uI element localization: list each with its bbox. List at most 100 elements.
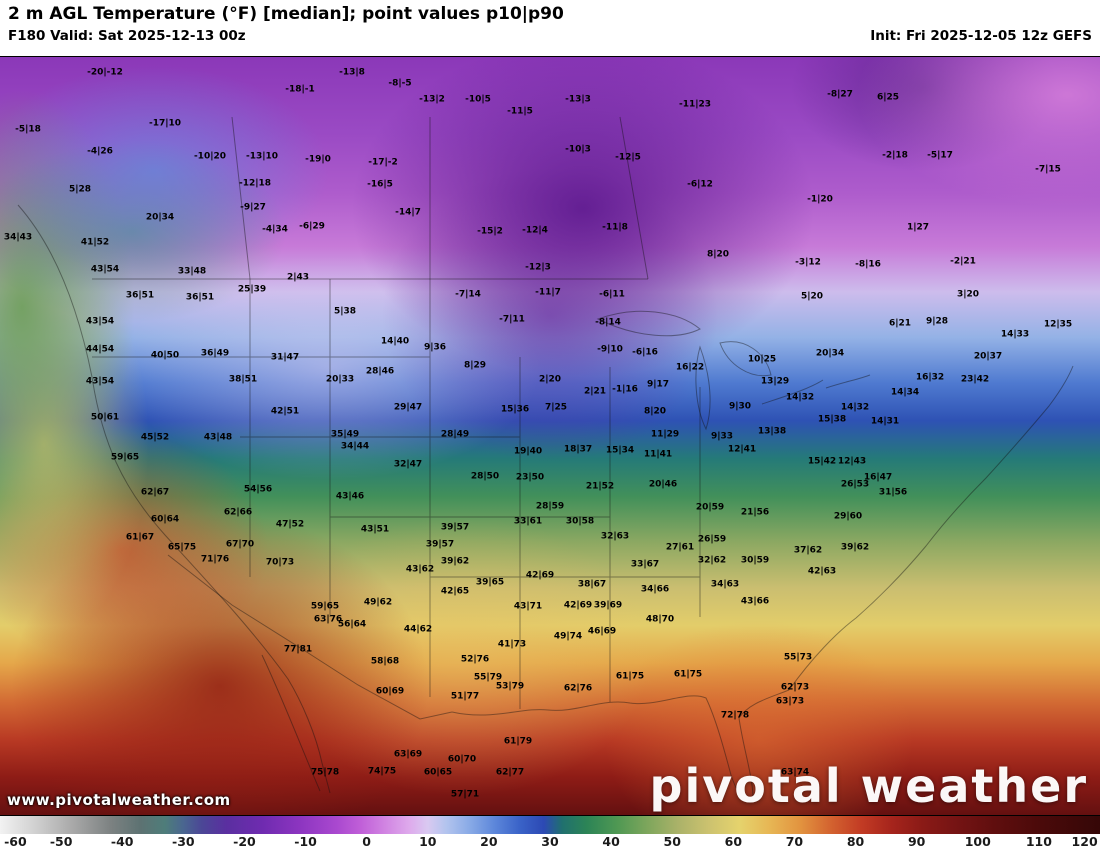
point-value-label: 2|21 (583, 386, 607, 397)
colorbar-tick-label: 60 (724, 834, 743, 849)
point-value-label: 16|22 (675, 362, 705, 373)
point-value-label: 13|38 (757, 426, 787, 437)
point-value-label: 50|61 (90, 412, 120, 423)
point-value-label: -16|5 (367, 179, 393, 190)
map-title: 2 m AGL Temperature (°F) [median]; point… (8, 4, 564, 24)
point-value-label: 25|39 (237, 284, 267, 295)
map-canvas: -20|-12 -18|-1 -13|8 -8|-5 -13|2 -10|5 -11|5 -1… (0, 57, 1100, 815)
point-value-label: 30|59 (740, 555, 770, 566)
colorbar-tick-label: 80 (846, 834, 865, 849)
point-value-label: 20|59 (695, 502, 725, 513)
point-value-label: 14|32 (840, 402, 870, 413)
point-value-label: 32|47 (393, 459, 423, 470)
point-value-label: -13|2 (419, 94, 445, 105)
colorbar-tick-label: -30 (172, 834, 195, 849)
point-value-label: -3|12 (795, 257, 821, 268)
point-value-label: -11|8 (602, 222, 628, 233)
point-value-label: 8|29 (463, 360, 487, 371)
point-value-label: 44|62 (403, 624, 433, 635)
point-value-label: 19|40 (513, 446, 543, 457)
point-value-label: 38|51 (228, 374, 258, 385)
point-value-label: 30|58 (565, 516, 595, 527)
point-value-label: 16|47 (863, 472, 893, 483)
point-value-label: -11|5 (507, 106, 533, 117)
colorbar-tick-label: 40 (602, 834, 620, 849)
colorbar-tick-label: 70 (785, 834, 804, 849)
point-value-label: 59|65 (310, 601, 340, 612)
point-value-label: 9|33 (710, 431, 734, 442)
point-value-label: 42|51 (270, 406, 300, 417)
point-value-label: 49|74 (553, 631, 583, 642)
point-value-label: -10|5 (465, 94, 491, 105)
point-value-label: 63|69 (393, 749, 423, 760)
point-value-label: 75|78 (310, 767, 340, 778)
point-value-label: 62|77 (495, 767, 525, 778)
point-value-label: -10|20 (193, 151, 227, 162)
point-value-label: -12|5 (615, 152, 641, 163)
point-value-label: 21|56 (740, 507, 770, 518)
colorbar-ticks: -60 -50 -40 -30 -20 -10 0 10 20 30 40 50 60 70 80 90 100… (0, 834, 1100, 850)
point-value-label: -7|11 (499, 314, 525, 325)
point-value-label: -2|18 (882, 150, 908, 161)
point-value-label: -15|2 (477, 226, 503, 237)
point-value-label: 31|47 (270, 352, 300, 363)
state-borders (92, 116, 701, 709)
point-value-label: 8|20 (706, 249, 730, 260)
point-value-label: 29|47 (393, 402, 423, 413)
point-value-label: 14|40 (380, 336, 410, 347)
point-value-label: 43|71 (513, 601, 543, 612)
point-value-label: 58|68 (370, 656, 400, 667)
point-value-label: 71|76 (200, 554, 230, 565)
point-value-label: 48|70 (645, 614, 675, 625)
point-value-label: 43|62 (405, 564, 435, 575)
point-value-label: 61|67 (125, 532, 155, 543)
point-value-label: 55|73 (783, 652, 813, 663)
point-value-label: 43|54 (85, 376, 115, 387)
point-value-label: 15|36 (500, 404, 530, 415)
point-value-label: -2|21 (950, 256, 976, 267)
point-value-label: 13|29 (760, 376, 790, 387)
point-value-label: 16|32 (915, 372, 945, 383)
point-value-label: 2|20 (538, 374, 562, 385)
point-value-label: -17|10 (148, 118, 182, 129)
point-value-label: 34|63 (710, 579, 740, 590)
point-value-label: 56|64 (337, 619, 367, 630)
colorbar-tick-label: 50 (663, 834, 681, 849)
point-value-label: 59|65 (110, 452, 140, 463)
point-value-label: 26|53 (840, 479, 870, 490)
point-value-label: 74|75 (367, 766, 397, 777)
point-value-label: 55|79 (473, 672, 503, 683)
point-value-label: 26|59 (697, 534, 727, 545)
point-value-label: -8|27 (827, 89, 853, 100)
point-value-label: -12|18 (238, 178, 272, 189)
point-value-label: 14|31 (870, 416, 900, 427)
point-value-label: -1|16 (612, 384, 638, 395)
temperature-colorbar: -60 -50 -40 -30 -20 -10 0 10 20 30 40 50 60 70 80 90 100… (0, 815, 1100, 850)
point-value-label: -11|23 (678, 99, 712, 110)
point-value-label: -13|3 (565, 94, 591, 105)
point-value-label: 2|43 (286, 272, 310, 283)
point-value-label: 15|34 (605, 445, 635, 456)
point-value-label: -4|34 (262, 224, 288, 235)
point-value-label: 14|33 (1000, 329, 1030, 340)
point-value-label: 23|50 (515, 472, 545, 483)
point-value-label: 38|67 (577, 579, 607, 590)
point-value-label: -17|-2 (368, 157, 398, 168)
point-value-label: 33|67 (630, 559, 660, 570)
point-value-label: 36|49 (200, 348, 230, 359)
point-value-label: 47|52 (275, 519, 305, 530)
point-value-label: 36|51 (185, 292, 215, 303)
point-value-label: 28|50 (470, 471, 500, 482)
point-value-label: 39|62 (440, 556, 470, 567)
point-value-label: 42|63 (807, 566, 837, 577)
point-value-label: 12|35 (1043, 319, 1073, 330)
colorbar-tick-label: -60 (4, 834, 27, 849)
point-value-label: -6|29 (299, 221, 325, 232)
point-value-label: 20|34 (145, 212, 175, 223)
point-value-label: 33|61 (513, 516, 543, 527)
point-value-label: 10|25 (747, 354, 777, 365)
point-value-label: 42|69 (563, 600, 593, 611)
header: 2 m AGL Temperature (°F) [median]; point… (0, 0, 1100, 57)
valid-time-label: F180 Valid: Sat 2025-12-13 00z (8, 27, 246, 44)
colorbar-tick-label: 90 (907, 834, 926, 849)
